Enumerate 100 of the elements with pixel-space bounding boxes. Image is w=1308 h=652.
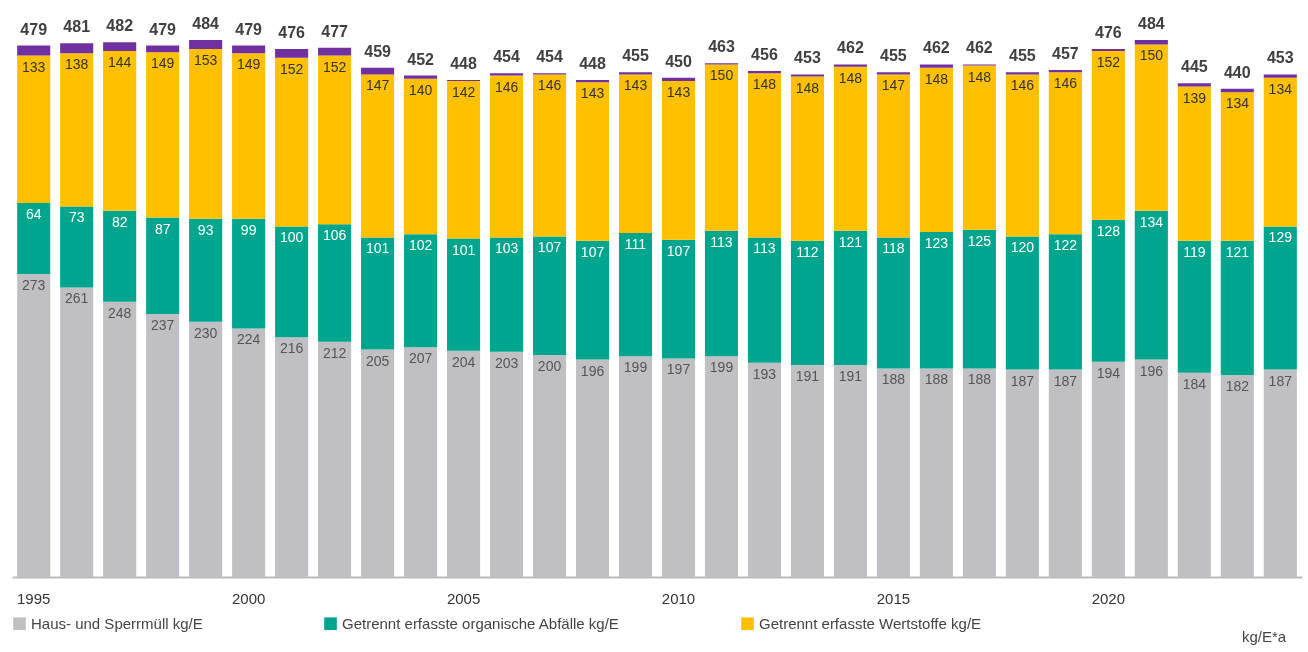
bar [790,240,824,366]
data-label: 113 [710,233,733,250]
bar [919,64,953,68]
data-label: 147 [881,77,906,94]
data-label: 212 [322,344,347,361]
data-label: 188 [924,371,949,388]
data-label: 148 [838,69,863,86]
data-label: 273 [22,277,46,294]
total-label: 454 [493,48,520,66]
data-label: 133 [22,58,46,75]
x-tick-label: 2015 [876,589,911,607]
data-label: 129 [1268,229,1293,246]
bar [532,236,567,356]
data-label: 143 [623,77,648,94]
data-label: 118 [882,240,905,257]
data-label: 188 [967,371,992,388]
total-label: 484 [1137,15,1165,32]
bar [1177,86,1211,241]
data-label: 100 [279,229,304,246]
x-tick-label: 2020 [1091,589,1126,607]
data-label: 142 [451,84,476,101]
total-label: 455 [1009,47,1036,65]
data-label: 119 [1183,243,1206,260]
total-label: 448 [579,54,606,72]
bar [661,239,696,359]
data-label: 101 [365,240,390,257]
total-label: 476 [278,23,306,41]
data-label: 107 [666,242,691,259]
bar [404,75,438,79]
data-label: 237 [150,317,175,334]
bar [103,42,137,52]
bar [361,67,395,75]
data-label: 150 [1139,47,1164,64]
data-label: 261 [65,290,89,307]
data-label: 147 [365,77,390,94]
bar [318,47,352,56]
bar [1220,240,1254,376]
data-label: 187 [1268,372,1293,389]
total-label: 477 [321,22,349,40]
bar [876,74,910,238]
data-label: 148 [924,70,949,87]
bar [532,74,567,237]
data-label: 138 [65,56,89,73]
data-label: 143 [580,85,605,102]
total-label: 463 [708,38,735,56]
bar [704,230,739,357]
data-label: 101 [451,241,476,258]
bar [747,237,782,363]
bar [575,79,610,83]
total-label: 450 [665,52,692,70]
bar [1005,74,1039,237]
bar [1134,44,1168,211]
legend-label: Getrennt erfasste Wertstoffe kg/E [759,614,982,632]
bar [17,203,51,275]
data-label: 188 [881,371,906,388]
bar [1177,240,1211,373]
bar [919,231,953,369]
total-label: 455 [622,47,649,65]
data-label: 140 [408,81,433,98]
data-label: 149 [150,55,175,72]
bar [146,45,180,53]
data-label: 200 [537,358,562,375]
total-label: 456 [751,46,778,64]
data-label: 93 [197,221,214,238]
data-label: 230 [193,324,218,341]
total-label: 452 [407,50,435,68]
bar [1263,74,1297,78]
data-label: 187 [1053,372,1078,389]
data-label: 148 [967,68,992,85]
total-label: 440 [1223,63,1251,81]
total-label: 462 [837,39,864,57]
data-label: 111 [624,236,647,253]
bar [490,73,524,76]
bar [404,78,438,235]
bar [490,75,524,238]
total-label: 445 [1180,58,1208,76]
total-label: 481 [63,18,91,36]
bar [661,81,696,240]
bar [275,57,309,227]
bar [833,64,867,67]
bar [318,55,352,225]
bar [1091,51,1125,220]
bar [361,237,395,350]
bar [232,45,266,54]
bar [1177,83,1211,87]
data-label: 193 [752,365,777,382]
bar [103,51,137,211]
bar [1220,92,1254,241]
total-label: 476 [1095,23,1122,41]
total-label: 455 [880,47,907,65]
data-label: 205 [365,352,390,369]
x-tick-label: 1995 [17,589,51,607]
data-label: 248 [108,304,132,321]
data-label: 184 [1182,375,1207,392]
legend-label: Haus- und Sperrmüll kg/E [31,614,203,632]
total-label: 453 [794,49,821,67]
data-label: 87 [154,220,171,237]
bar [618,74,653,234]
total-label: 484 [192,15,220,32]
bar [1263,77,1297,227]
